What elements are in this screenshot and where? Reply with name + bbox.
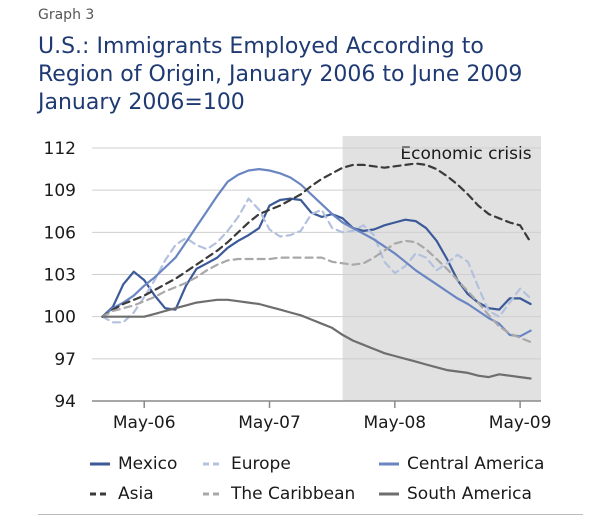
crisis-shading <box>342 136 541 401</box>
legend-item-europe: Europe <box>203 454 291 474</box>
series-line-the-caribbean <box>101 239 532 344</box>
legend-label-south-america: South America <box>407 484 532 504</box>
legend-item-south-america: South America <box>379 484 532 504</box>
crisis-annotation: Economic crisis <box>400 144 531 164</box>
y-tick-label: 109 <box>44 181 76 201</box>
graph-label: Graph 3 <box>38 7 95 23</box>
legend-swatch-mexico <box>90 462 110 466</box>
legend-label-the-caribbean: The Caribbean <box>231 484 356 504</box>
legend-label-mexico: Mexico <box>118 454 178 474</box>
legend-item-asia: Asia <box>90 484 154 504</box>
chart-title-line-2: Region of Origin, January 2006 to June 2… <box>38 62 523 87</box>
y-tick-label: 103 <box>44 266 76 286</box>
y-tick-label: 112 <box>44 139 76 159</box>
series-line-central-america <box>101 168 532 338</box>
legend-swatch-central-america <box>379 462 399 466</box>
bottom-rule <box>38 514 583 515</box>
x-tick-label: May-07 <box>238 413 301 433</box>
y-tick-label: 97 <box>54 350 76 370</box>
legend-label-asia: Asia <box>118 484 154 504</box>
legend-swatch-asia <box>90 492 110 496</box>
legend-item-the-caribbean: The Caribbean <box>203 484 355 504</box>
legend-item-mexico: Mexico <box>90 454 177 474</box>
legend-item-central-america: Central America <box>379 454 544 474</box>
series-line-asia <box>101 162 532 318</box>
legend-swatch-south-america <box>379 492 399 496</box>
y-tick-label: 106 <box>44 223 76 243</box>
x-tick-label: May-08 <box>364 413 427 433</box>
legend-label-europe: Europe <box>231 454 291 474</box>
series-line-south-america <box>101 298 532 380</box>
x-tick-label: May-09 <box>489 413 552 433</box>
chart-title-line-3: January 2006=100 <box>38 90 245 115</box>
chart-title: U.S.: Immigrants Employed According to R… <box>38 33 583 117</box>
legend-swatch-europe <box>203 462 223 466</box>
y-tick-label: 100 <box>44 308 76 328</box>
x-tick-label: May-06 <box>113 413 176 433</box>
legend-label-central-america: Central America <box>407 454 545 474</box>
y-tick-label: 94 <box>54 392 76 412</box>
legend-swatch-the-caribbean <box>203 492 223 496</box>
chart-title-line-1: U.S.: Immigrants Employed According to <box>38 34 484 59</box>
series-line-europe <box>101 197 532 324</box>
